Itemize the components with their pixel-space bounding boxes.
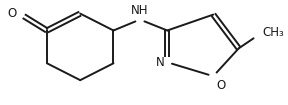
Text: N: N bbox=[156, 56, 164, 69]
Text: O: O bbox=[216, 79, 226, 92]
Text: CH₃: CH₃ bbox=[262, 26, 284, 39]
Text: NH: NH bbox=[131, 4, 149, 17]
Text: O: O bbox=[7, 7, 17, 20]
